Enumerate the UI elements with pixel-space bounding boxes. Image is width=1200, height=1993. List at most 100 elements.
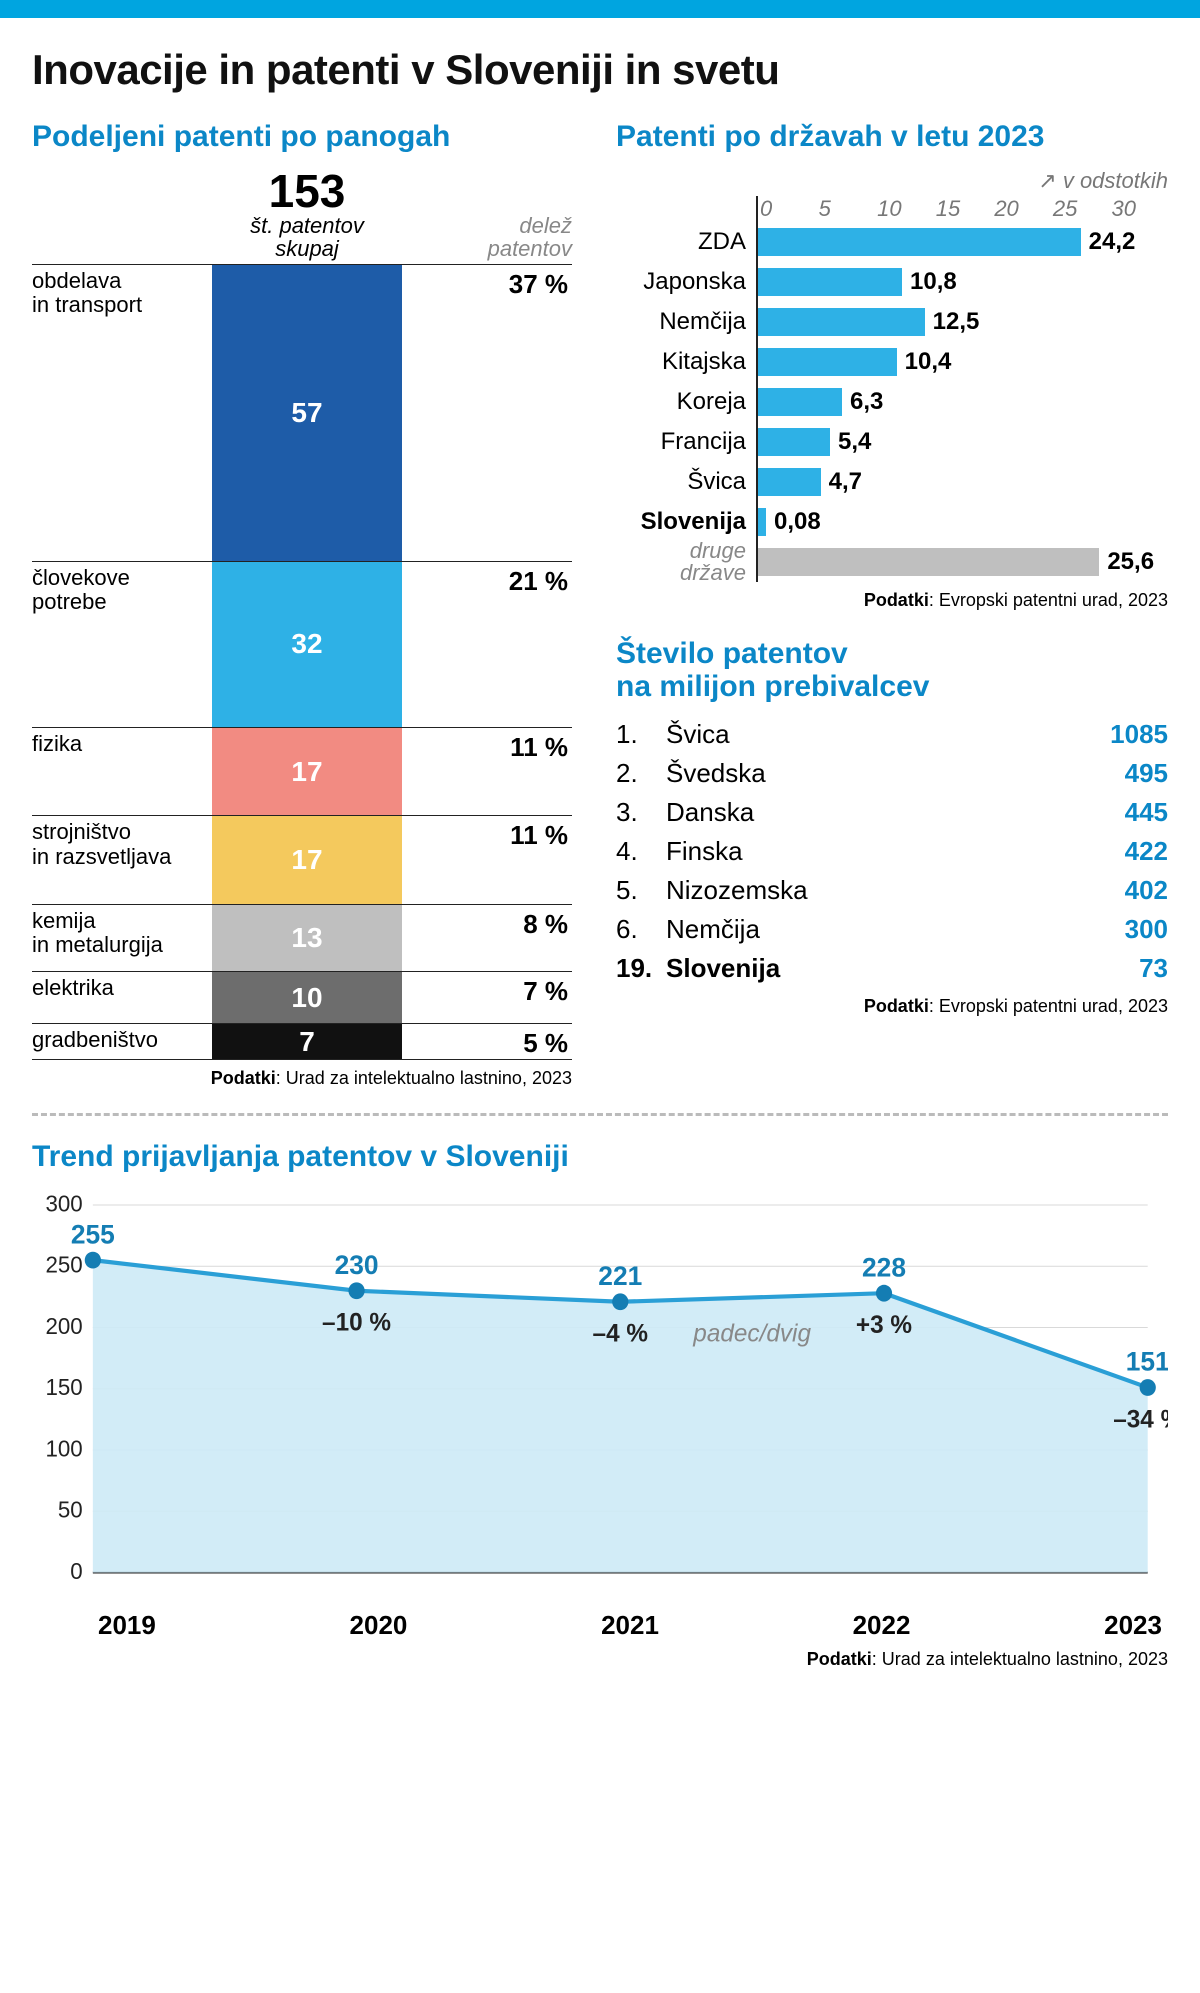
country-bar [758,508,766,536]
svg-text:100: 100 [45,1435,82,1461]
stacked-total-sub1: št. patentov [212,214,402,237]
svg-text:228: 228 [862,1252,906,1283]
country-value: 4,7 [829,468,862,496]
country-bar-row: Japonska10,8 [616,262,1168,302]
stacked-row-label: elektrika [32,972,212,1023]
country-label: Švica [616,468,756,496]
country-bar-row: Slovenija0,08 [616,502,1168,542]
ranking-title-2: na milijon prebivalcev [616,670,929,703]
stacked-row: kemijain metalurgija138 % [32,904,572,972]
stacked-row-bar: 32 [212,562,402,727]
stacked-row: elektrika107 % [32,971,572,1023]
rank-country: Finska [666,836,1125,867]
country-bar [758,548,1099,576]
country-value: 6,3 [850,388,883,416]
hbars-axis: 051015202530 [756,196,1168,222]
rank-row: 3.Danska445 [616,793,1168,832]
country-bar-row: Kitajska10,4 [616,342,1168,382]
rank-row: 5.Nizozemska402 [616,871,1168,910]
country-bar [758,268,902,296]
stacked-row-pct: 5 % [402,1024,572,1058]
stacked-row-label: obdelavain transport [32,265,212,560]
stacked-row-label: človekovepotrebe [32,562,212,727]
country-label: Koreja [616,388,756,416]
svg-text:+3 %: +3 % [856,1311,912,1338]
rank-country: Danska [666,797,1125,828]
stacked-row-label: strojništvoin razsvetljava [32,816,212,903]
hbars-note: v odstotkih [616,168,1168,194]
stacked-row-pct: 8 % [402,905,572,972]
svg-text:255: 255 [71,1219,115,1250]
ranking-title-1: Število patentov [616,637,848,670]
svg-text:250: 250 [45,1251,82,1277]
country-value: 5,4 [838,428,871,456]
country-bar [758,308,925,336]
country-bar [758,388,842,416]
ranking-source: Podatki: Evropski patentni urad, 2023 [616,996,1168,1017]
rank-number: 1. [616,719,666,750]
stacked-row-label: kemijain metalurgija [32,905,212,972]
year-label: 2023 [1104,1610,1162,1641]
rank-value: 495 [1125,758,1168,789]
stacked-row-pct: 11 % [402,816,572,903]
stacked-row-bar: 10 [212,972,402,1023]
svg-text:0: 0 [70,1557,82,1583]
trend-line-chart: Trend prijavljanja patentov v Sloveniji … [32,1140,1168,1670]
svg-text:221: 221 [598,1260,642,1291]
rank-row: 2.Švedska495 [616,754,1168,793]
rank-value: 300 [1125,914,1168,945]
country-bar-row: ZDA24,2 [616,222,1168,262]
country-value: 24,2 [1089,228,1136,256]
stacked-row-pct: 21 % [402,562,572,727]
country-bar-row: Francija5,4 [616,422,1168,462]
stacked-row: strojništvoin razsvetljava1711 % [32,815,572,903]
country-value: 12,5 [933,308,980,336]
stacked-row-bar: 57 [212,265,402,560]
stacked-row-pct: 37 % [402,265,572,560]
stacked-row-label: gradbeništvo [32,1024,212,1058]
stacked-source: Podatki: Urad za intelektualno lastnino,… [32,1068,572,1089]
svg-text:200: 200 [45,1312,82,1338]
country-label: Slovenija [616,508,756,536]
stacked-row: fizika1711 % [32,727,572,815]
ranking-list: Število patentov na milijon prebivalcev … [616,637,1168,1017]
rank-value: 73 [1139,953,1168,984]
stacked-row-bar: 17 [212,728,402,815]
country-bar [758,428,830,456]
stacked-row-pct: 7 % [402,972,572,1023]
rank-number: 4. [616,836,666,867]
stacked-row: gradbeništvo75 % [32,1023,572,1059]
year-label: 2019 [98,1610,156,1641]
svg-text:300: 300 [45,1190,82,1216]
hbars-title: Patenti po državah v letu 2023 [616,120,1168,154]
svg-text:–4 %: –4 % [593,1320,648,1347]
rank-number: 3. [616,797,666,828]
rank-row: 4.Finska422 [616,832,1168,871]
country-bar-row: Nemčija 12,5 [616,302,1168,342]
rank-country: Slovenija [666,953,1139,984]
rank-value: 402 [1125,875,1168,906]
stacked-row-label: fizika [32,728,212,815]
year-label: 2021 [601,1610,659,1641]
rank-country: Švica [666,719,1110,750]
hbars-source: Podatki: Evropski patentni urad, 2023 [616,590,1168,611]
svg-text:230: 230 [335,1249,379,1280]
country-label: Kitajska [616,348,756,376]
year-label: 2020 [350,1610,408,1641]
rank-row: 19.Slovenija73 [616,949,1168,988]
stacked-total-sub2: skupaj [212,237,402,260]
country-bar [758,348,897,376]
svg-text:50: 50 [58,1496,83,1522]
rank-number: 5. [616,875,666,906]
stacked-row-bar: 17 [212,816,402,903]
country-label: Nemčija [616,308,756,336]
svg-text:–34 %: –34 % [1113,1406,1168,1433]
svg-text:150: 150 [45,1373,82,1399]
rank-number: 6. [616,914,666,945]
divider [32,1113,1168,1116]
rank-row: 6.Nemčija300 [616,910,1168,949]
svg-text:151: 151 [1126,1346,1168,1377]
svg-text:–10 %: –10 % [322,1309,391,1336]
country-value: 10,8 [910,268,957,296]
rank-country: Nemčija [666,914,1125,945]
